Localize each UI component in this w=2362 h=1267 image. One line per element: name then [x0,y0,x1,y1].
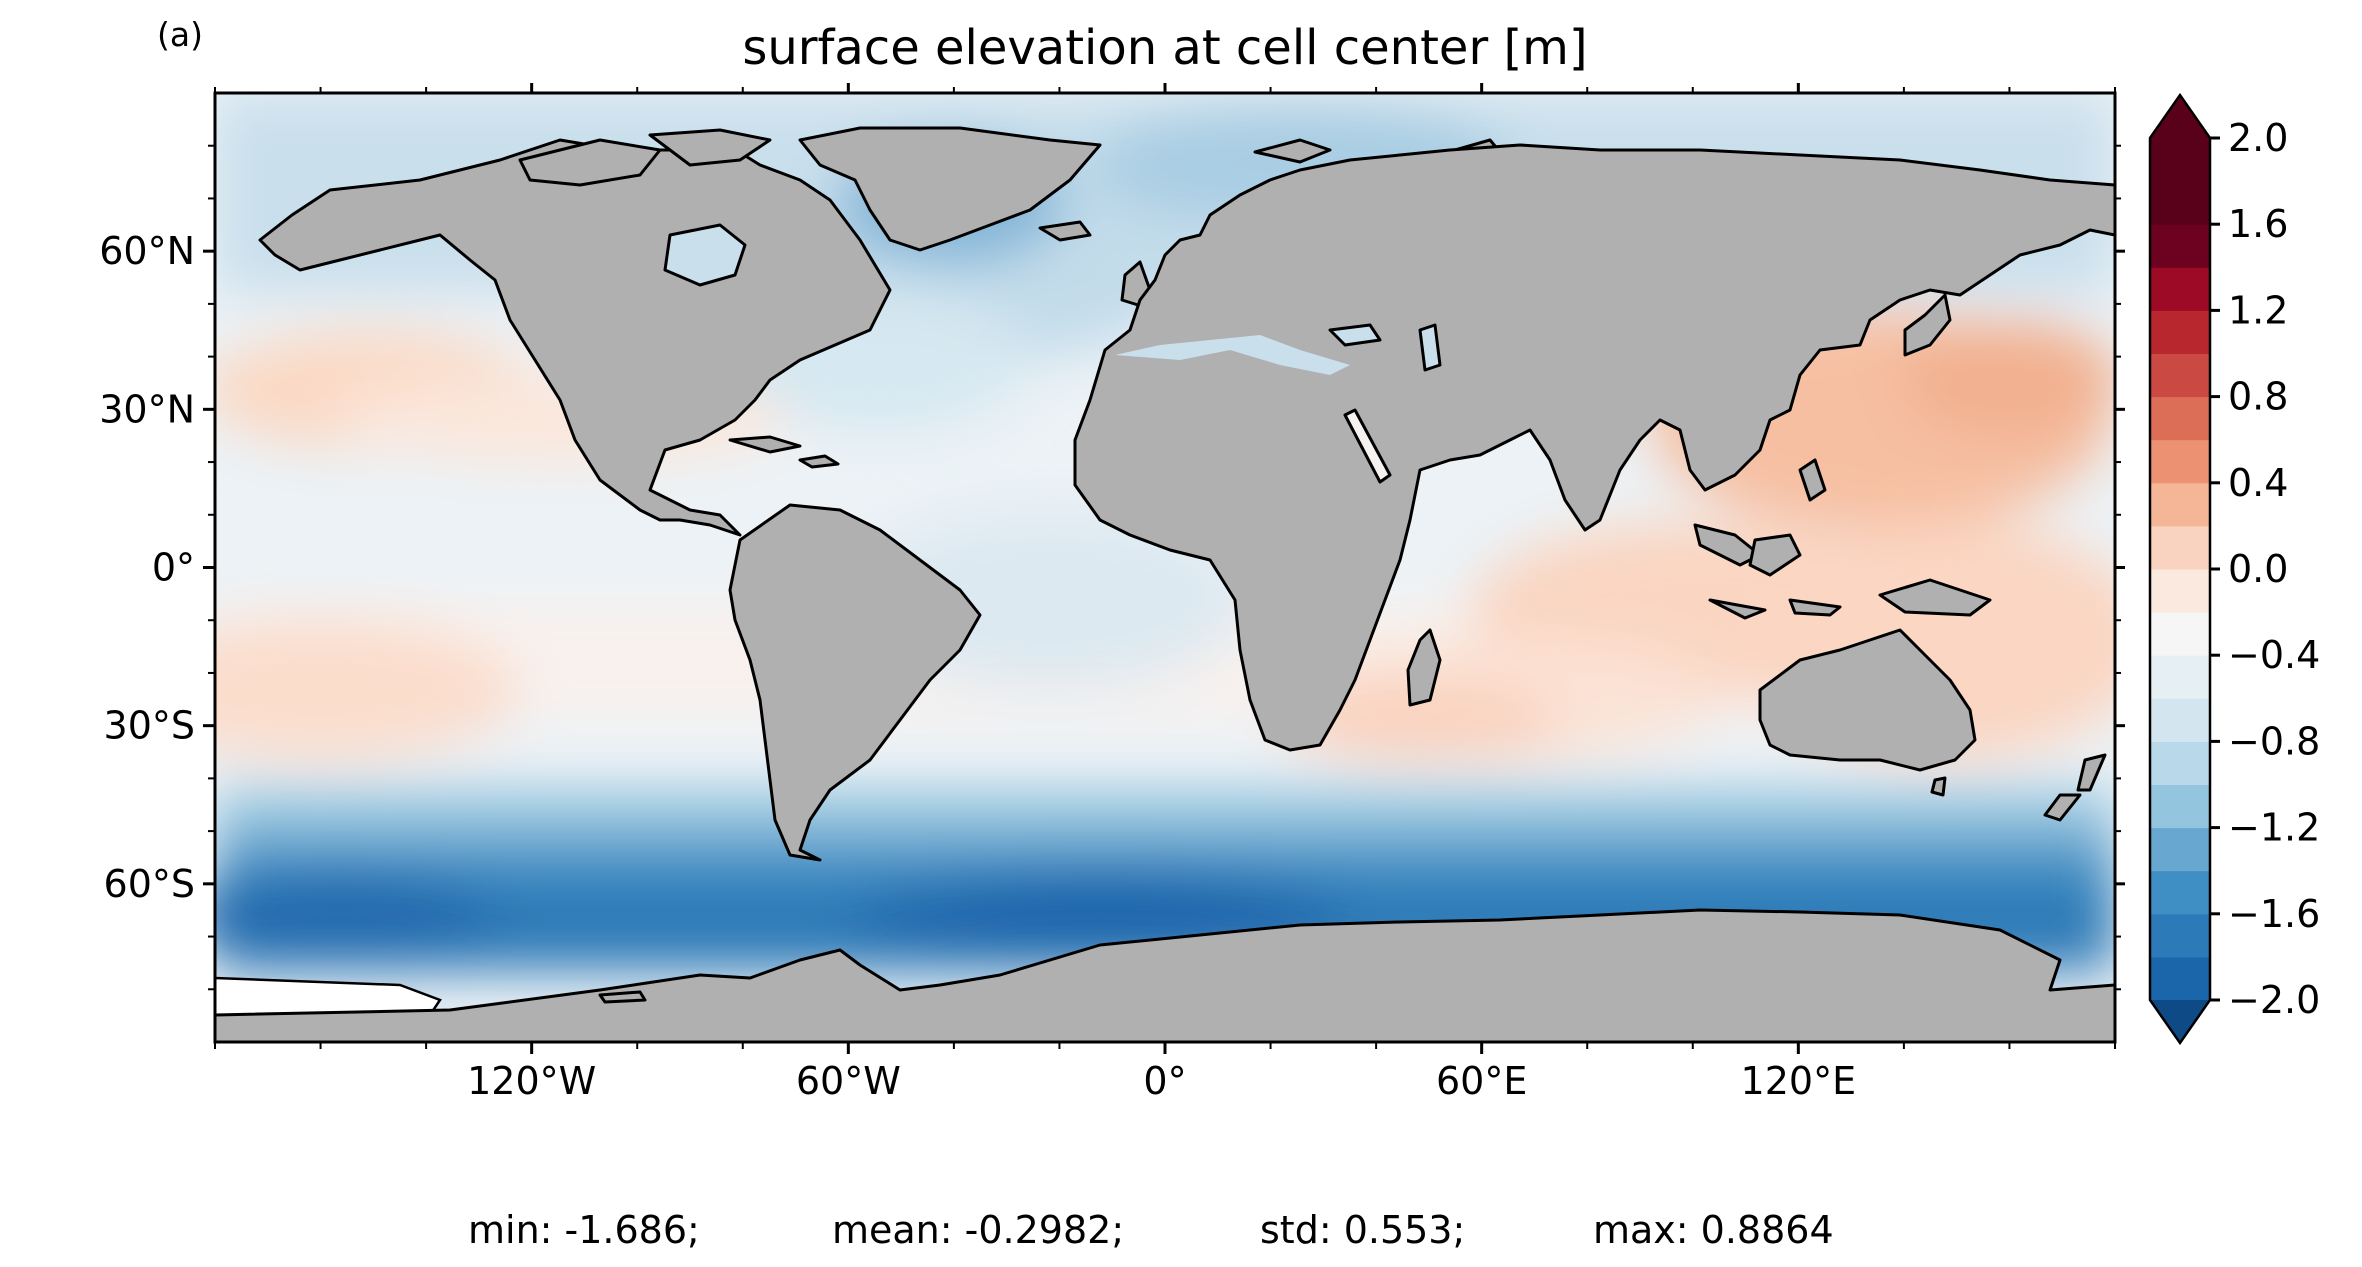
x-tick-label: 60°E [1436,1059,1527,1103]
panel-label: (a) [157,15,203,54]
colorbar-bin [2150,655,2210,699]
colorbar-bin [2150,396,2210,441]
colorbar-tick-label: 0.4 [2228,461,2288,505]
colorbar-tick-label: −1.6 [2228,892,2320,936]
colorbar-bin [2150,525,2210,570]
colorbar-bin [2150,612,2210,656]
colorbar-tick-label: −0.4 [2228,633,2320,677]
colorbar-bin [2150,310,2210,354]
colorbar-bin [2150,784,2210,829]
colorbar-tick-label: 0.8 [2228,375,2288,419]
colorbar-bin [2150,741,2210,785]
south-america [728,503,982,862]
colorbar-tick-label: −1.2 [2228,806,2320,850]
colorbar-bin [2150,956,2210,1001]
x-axis: 120°W 60°W 0° 60°E 120°E [214,83,2116,1103]
colorbar-bin [2150,913,2210,958]
colorbar-tick-label: 1.2 [2228,288,2288,332]
antarctica [215,908,2115,1042]
y-tick-label: 60°S [104,862,195,906]
y-tick-label: 30°S [104,704,195,748]
land-masses [215,126,2115,1042]
colorbar-extend-min [2150,1000,2210,1043]
colorbar-bin [2150,224,2210,268]
eurasia-africa [1073,143,2115,752]
y-tick-label: 0° [152,546,195,590]
colorbar-bin [2150,569,2210,613]
x-tick-label: 0° [1143,1059,1186,1103]
stat-min: min: -1.686; [468,1208,700,1252]
colorbar-tick-label: −2.0 [2228,978,2320,1022]
colorbar-extend-max [2150,95,2210,138]
colorbar-bin [2150,181,2210,225]
map-area [215,93,2115,1042]
colorbar-bin [2150,138,2210,182]
australia [1758,628,1977,772]
colorbar-bin [2150,870,2210,915]
colorbar-tick-label: 0.0 [2228,547,2288,591]
colorbar-bin [2150,698,2210,742]
map-title: surface elevation at cell center [m] [742,20,1587,76]
colorbar-bin [2150,353,2210,398]
y-axis: 60°N 30°N 0° 30°S 60°S [99,144,2125,991]
stat-std: std: 0.553; [1260,1208,1465,1252]
colorbar-tick-label: 1.6 [2228,202,2288,246]
stats-line: min: -1.686; mean: -0.2982; std: 0.553; … [468,1208,1834,1252]
y-tick-label: 30°N [99,387,195,431]
stat-max: max: 0.8864 [1593,1208,1834,1252]
x-tick-label: 120°E [1741,1059,1857,1103]
x-tick-label: 120°W [467,1059,596,1103]
colorbar-bin [2150,482,2210,527]
y-tick-label: 60°N [99,229,195,273]
colorbar-tick-label: −0.8 [2228,719,2320,763]
greenland [798,126,1102,252]
colorbar: 2.0 1.6 1.2 0.8 0.4 0.0 −0.4 −0.8 −1.2 −1.6 −2.0 [2148,92,2320,1046]
colorbar-bin [2150,827,2210,872]
x-tick-label: 60°W [796,1059,901,1103]
colorbar-bin [2150,439,2210,484]
stat-mean: mean: -0.2982; [832,1208,1124,1252]
colorbar-bin [2150,267,2210,311]
colorbar-tick-label: 2.0 [2228,116,2288,160]
